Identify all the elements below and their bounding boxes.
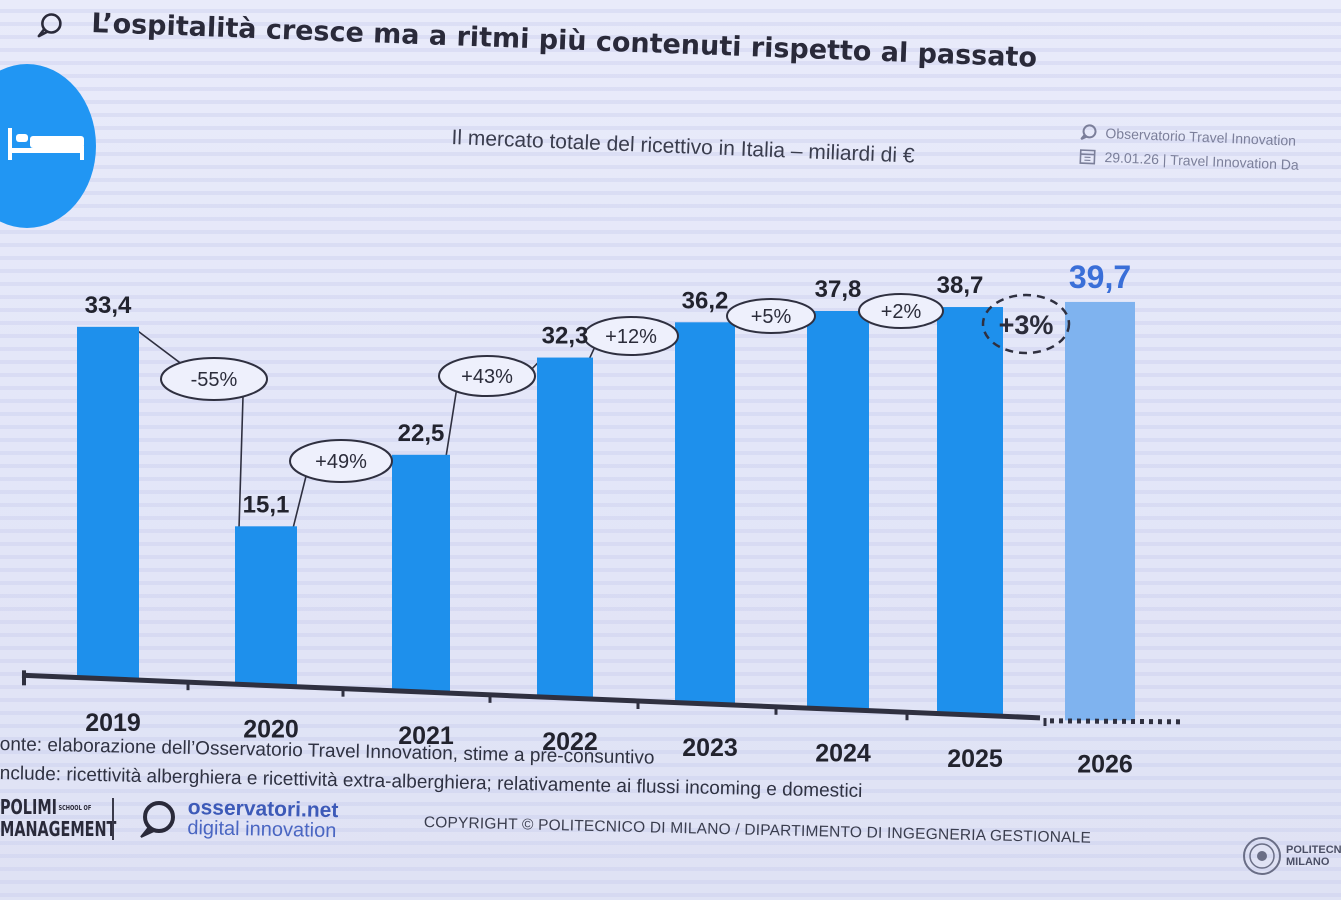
growth-bubble-0 — [160, 357, 268, 401]
bars — [77, 301, 1135, 721]
title-row: L’ospitalità cresce ma a ritmi più conte… — [36, 6, 1038, 93]
polimi-text: POLIMI — [0, 795, 58, 819]
osservatori-logo-icon — [140, 801, 175, 838]
value-label-2025: 38,7 — [937, 272, 984, 299]
x-axis — [21, 670, 1186, 727]
value-label-2024: 37,8 — [815, 276, 862, 303]
value-label-2022: 32,3 — [542, 323, 589, 350]
category-label-2020: 2020 — [243, 715, 299, 743]
axis-line — [21, 672, 1041, 721]
bar-2025 — [937, 307, 1003, 715]
category-label-2025: 2025 — [947, 745, 1003, 773]
growth-label-5: +2% — [881, 301, 922, 323]
polimi-logo: POLIMISCHOOL OF MANAGEMENT — [0, 796, 116, 840]
bar-2019 — [77, 326, 139, 679]
copyright-text: COPYRIGHT © POLITECNICO DI MILANO / DIPA… — [423, 814, 1092, 847]
growth-bubble-2 — [438, 355, 536, 397]
value-label-2023: 36,2 — [682, 287, 729, 314]
bar-2022 — [537, 357, 593, 698]
bed-icon — [8, 128, 84, 160]
growth-bubble-3 — [583, 316, 679, 356]
footer-divider — [112, 798, 114, 840]
chat-bubble-icon — [1080, 124, 1097, 140]
politecnico-text: POLITECN — [1286, 844, 1341, 856]
value-label-2026: 39,7 — [1069, 259, 1131, 295]
category-label-2024: 2024 — [815, 739, 871, 767]
growth-label-6: +3% — [999, 310, 1054, 340]
bar-2020 — [235, 526, 297, 686]
growth-bubble-5 — [858, 293, 944, 329]
observatory-block: Observatorio Travel Innovation 29.01.26 … — [1078, 120, 1300, 177]
politecnico-seal-icon — [1243, 837, 1281, 875]
growth-label-2: +43% — [461, 366, 513, 388]
bar-2023 — [675, 322, 735, 704]
chat-bubble-icon — [37, 13, 62, 38]
category-label-2019: 2019 — [85, 709, 141, 737]
axis-forecast-line — [1049, 718, 1186, 725]
value-label-2019: 33,4 — [85, 292, 132, 319]
growth-label-3: +12% — [605, 326, 657, 348]
category-label-2021: 2021 — [398, 722, 454, 750]
growth-bubbles: -55% +49% +43% +12% +5% +2% +3% — [160, 293, 1071, 483]
polimi-management-text: MANAGEMENT — [0, 817, 117, 841]
value-label-2020: 15,1 — [243, 491, 290, 518]
bar-2024 — [807, 310, 869, 710]
category-label-2022: 2022 — [542, 728, 598, 756]
growth-bubble-4 — [726, 298, 816, 334]
bar-2021 — [392, 454, 450, 692]
osservatori-tagline: digital innovation — [187, 816, 337, 843]
growth-label-0: -55% — [191, 369, 238, 391]
category-label-2026: 2026 — [1077, 750, 1133, 778]
growth-bubble-6 — [981, 293, 1071, 355]
calendar-icon — [1079, 149, 1096, 165]
footer: POLIMISCHOOL OF MANAGEMENT osservatori.n… — [0, 796, 1341, 900]
value-label-2021: 22,5 — [398, 420, 445, 447]
growth-label-4: +5% — [751, 306, 792, 328]
value-labels: 33,4 15,1 22,5 32,3 36,2 37,8 38,7 39,7 — [85, 259, 1132, 518]
category-label-2023: 2023 — [682, 734, 738, 762]
milano-text: MILANO — [1286, 856, 1330, 868]
osservatori-text: osservatori.net digital innovation — [187, 796, 338, 843]
growth-label-1: +49% — [315, 451, 367, 473]
category-labels: 2019 2020 2021 2022 2023 2024 2025 2026 — [85, 709, 1133, 778]
growth-bubble-1 — [289, 439, 393, 483]
politecnico-logo: POLITECN MILANO — [1242, 836, 1341, 876]
polimi-small-text: SCHOOL OF — [58, 804, 92, 812]
bar-2026 — [1065, 301, 1135, 721]
